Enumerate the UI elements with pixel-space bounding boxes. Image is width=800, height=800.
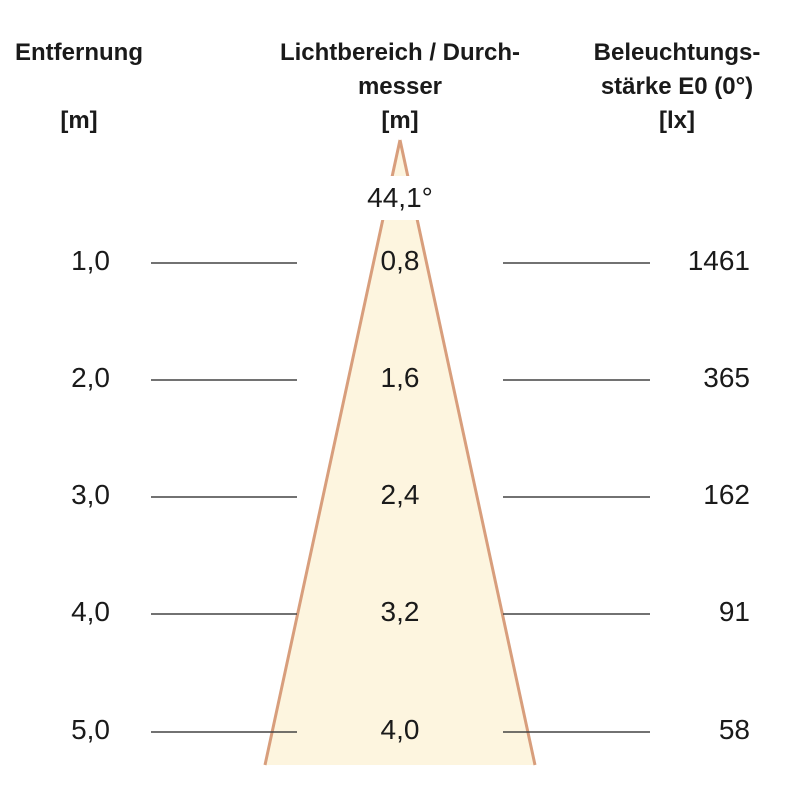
column-header-beam-title-line1: Lichtbereich / Durch-	[279, 39, 521, 66]
column-header-distance-title: Entfernung	[15, 39, 143, 66]
column-header-illuminance: Beleuchtungs- stärke E0 (0°) [lx]	[572, 36, 782, 138]
row-3-diameter-value: 2,4	[380, 479, 420, 510]
row-4-diameter-value: 3,2	[380, 596, 420, 627]
row-1-illuminance-value: 1461	[687, 245, 750, 276]
row-1-diameter-value: 0,8	[380, 245, 420, 276]
row-4-distance-value: 4,0	[71, 596, 110, 627]
column-header-beam-title-line2: messer	[357, 73, 443, 100]
light-cone-fill	[265, 140, 535, 765]
column-header-beam-unit: [m]	[381, 107, 419, 134]
cone-right-edge	[398, 139, 537, 766]
row-5-distance-value: 5,0	[71, 714, 110, 745]
column-header-beam-diameter: Lichtbereich / Durch- messer [m]	[270, 36, 530, 138]
column-header-distance: Entfernung [m]	[0, 36, 158, 138]
row-5-illuminance-value: 58	[718, 714, 750, 745]
row-3-distance-value: 3,0	[71, 479, 110, 510]
column-header-illuminance-title-line2: stärke E0 (0°)	[600, 73, 754, 100]
column-header-illuminance-unit: [lx]	[659, 107, 695, 134]
beam-angle-label: 44,1°	[352, 176, 448, 220]
cone-left-edge	[263, 139, 402, 766]
row-5-diameter-value: 4,0	[380, 714, 420, 745]
row-2-diameter-value: 1,6	[380, 362, 420, 393]
row-4-illuminance-value: 91	[718, 596, 750, 627]
row-2-illuminance-value: 365	[703, 362, 750, 393]
column-header-illuminance-title-line1: Beleuchtungs-	[593, 39, 761, 66]
row-3-illuminance-value: 162	[703, 479, 750, 510]
column-header-distance-spacer	[0, 70, 158, 104]
row-1-distance-value: 1,0	[71, 245, 110, 276]
row-2-distance-value: 2,0	[71, 362, 110, 393]
column-header-distance-unit: [m]	[60, 107, 98, 134]
